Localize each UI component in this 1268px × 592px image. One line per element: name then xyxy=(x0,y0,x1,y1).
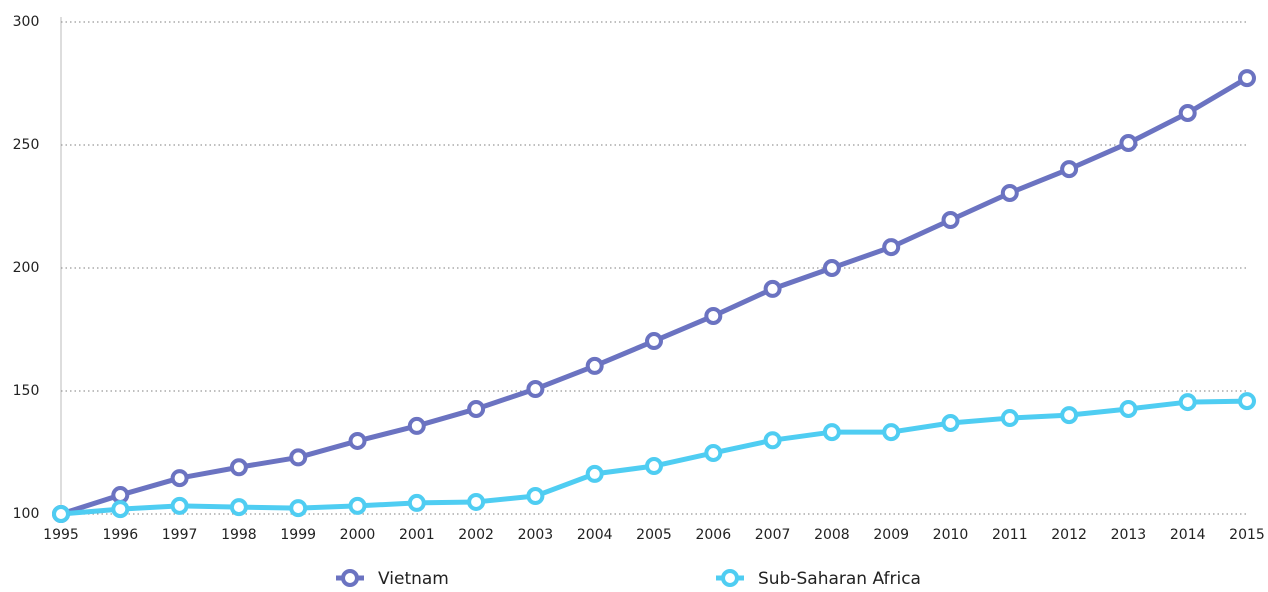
point xyxy=(1238,69,1256,88)
x-tick-label: 1995 xyxy=(43,527,79,543)
x-tick-label: 2013 xyxy=(1111,527,1147,543)
point xyxy=(407,493,426,512)
x-tick-label: 1998 xyxy=(221,527,257,543)
point xyxy=(348,496,367,515)
legend-text: Sub-Saharan Africa xyxy=(758,569,921,589)
point xyxy=(585,464,604,483)
x-tick-label: 2006 xyxy=(695,527,731,543)
point xyxy=(882,423,901,442)
x-tick-label: 2011 xyxy=(992,527,1028,543)
point xyxy=(763,279,782,298)
y-tick-label: 200 xyxy=(13,260,40,276)
point xyxy=(52,505,70,523)
x-tick-label: 2004 xyxy=(577,527,613,543)
point xyxy=(1178,104,1197,123)
x-tick-label: 2007 xyxy=(755,527,791,543)
point xyxy=(882,238,901,257)
point xyxy=(1119,134,1138,153)
point xyxy=(1178,393,1197,412)
y-tick-label: 100 xyxy=(13,506,40,522)
point xyxy=(763,431,782,450)
point xyxy=(467,492,486,511)
point xyxy=(111,500,130,519)
x-tick-label: 2000 xyxy=(340,527,376,543)
point xyxy=(704,443,723,462)
legend-marker xyxy=(341,569,359,587)
point xyxy=(229,458,248,477)
point xyxy=(941,413,960,432)
point xyxy=(467,399,486,418)
point xyxy=(1119,399,1138,418)
x-tick-label: 1997 xyxy=(162,527,198,543)
legend-marker xyxy=(721,569,739,587)
point xyxy=(1060,160,1079,179)
x-tick-label: 1996 xyxy=(102,527,138,543)
x-tick-label: 2001 xyxy=(399,527,435,543)
point xyxy=(526,487,545,506)
x-tick-label: 2010 xyxy=(933,527,969,543)
x-tick-label: 1999 xyxy=(280,527,316,543)
x-tick-label: 2005 xyxy=(636,527,672,543)
point xyxy=(822,423,841,442)
point xyxy=(170,496,189,515)
point xyxy=(645,457,663,476)
point xyxy=(526,380,545,399)
point xyxy=(229,498,248,517)
point xyxy=(348,431,367,450)
point xyxy=(1060,406,1079,425)
point xyxy=(407,416,426,435)
x-tick-label: 2003 xyxy=(518,527,554,543)
y-tick-label: 250 xyxy=(13,137,40,153)
point xyxy=(941,211,960,230)
y-tick-label: 300 xyxy=(13,14,40,30)
point xyxy=(822,259,841,277)
legend-text: Vietnam xyxy=(378,569,449,589)
x-tick-label: 2012 xyxy=(1051,527,1087,543)
point xyxy=(289,499,308,518)
point xyxy=(704,306,723,325)
point xyxy=(1000,409,1019,428)
x-tick-label: 2008 xyxy=(814,527,850,543)
x-tick-label: 2014 xyxy=(1170,527,1206,543)
series-line xyxy=(60,75,1249,517)
point xyxy=(1238,392,1256,411)
point xyxy=(170,469,189,488)
y-tick-label: 150 xyxy=(13,383,40,399)
x-tick-label: 2009 xyxy=(873,527,909,543)
point xyxy=(111,486,130,505)
x-tick-label: 2015 xyxy=(1229,527,1265,543)
point xyxy=(289,448,308,467)
x-tick-label: 2002 xyxy=(458,527,494,543)
point xyxy=(585,356,604,375)
point xyxy=(1000,183,1019,202)
point xyxy=(645,332,663,351)
